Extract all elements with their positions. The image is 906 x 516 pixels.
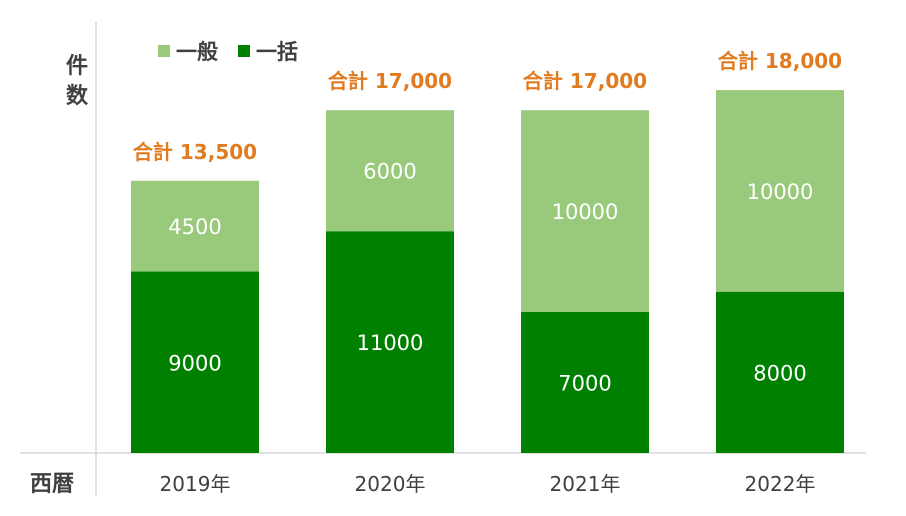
data-label-general-1: 6000 xyxy=(363,160,416,184)
legend-item-general: 一般 xyxy=(158,36,218,66)
bar-bulk-2 xyxy=(521,311,649,453)
data-label-bulk-2: 7000 xyxy=(558,371,611,395)
total-label-0: 合計 13,500 xyxy=(133,140,257,164)
x-tick-label-2: 2021年 xyxy=(550,472,621,496)
total-label-3: 合計 18,000 xyxy=(718,49,842,73)
data-label-bulk-0: 9000 xyxy=(168,351,221,375)
legend: 一般 一括 xyxy=(158,36,298,66)
legend-label-bulk: 一括 xyxy=(256,40,298,64)
bar-general-2 xyxy=(521,110,649,312)
data-label-general-2: 10000 xyxy=(552,200,619,224)
x-tick-label-0: 2019年 xyxy=(160,472,231,496)
bar-general-1 xyxy=(326,110,454,232)
bar-general-0 xyxy=(131,180,259,272)
x-tick-label-3: 2022年 xyxy=(745,472,816,496)
legend-item-bulk: 一括 xyxy=(238,36,298,66)
data-label-general-3: 10000 xyxy=(747,180,814,204)
legend-swatch-bulk xyxy=(238,45,250,57)
bar-bulk-1 xyxy=(326,231,454,453)
legend-swatch-general xyxy=(158,45,170,57)
data-label-general-0: 4500 xyxy=(168,215,221,239)
bar-bulk-0 xyxy=(131,271,259,453)
x-tick-label-1: 2020年 xyxy=(355,472,426,496)
bar-bulk-3 xyxy=(716,291,844,453)
total-label-2: 合計 17,000 xyxy=(523,69,647,93)
y-axis-title: 件数 xyxy=(65,54,88,109)
data-label-bulk-1: 11000 xyxy=(357,331,424,355)
x-axis-title: 西暦 xyxy=(30,472,75,497)
bar-general-3 xyxy=(716,90,844,292)
legend-label-general: 一般 xyxy=(176,40,218,64)
data-label-bulk-3: 8000 xyxy=(753,361,806,385)
total-label-1: 合計 17,000 xyxy=(328,69,452,93)
